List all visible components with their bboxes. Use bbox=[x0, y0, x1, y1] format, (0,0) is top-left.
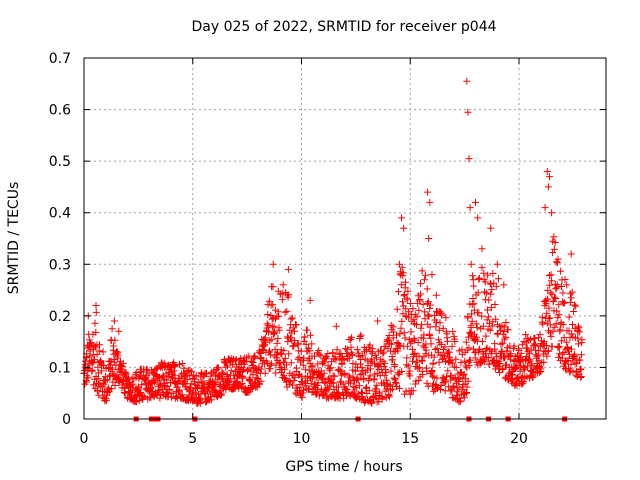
x-tick-label: 20 bbox=[510, 431, 528, 447]
y-tick-label: 0.1 bbox=[49, 360, 71, 376]
x-axis-label: GPS time / hours bbox=[285, 459, 402, 475]
x-axis: 0 5 10 15 20 bbox=[80, 58, 528, 447]
y-tick-label: 0.5 bbox=[49, 154, 71, 170]
x-tick-label: 0 bbox=[80, 431, 89, 447]
x-tick-label: 15 bbox=[401, 431, 419, 447]
y-tick-label: 0.7 bbox=[49, 51, 71, 67]
x-tick-label: 10 bbox=[293, 431, 311, 447]
x-tick-label: 5 bbox=[188, 431, 197, 447]
y-tick-label: 0.4 bbox=[49, 206, 71, 222]
y-tick-label: 0.3 bbox=[49, 257, 71, 273]
y-tick-label: 0.2 bbox=[49, 309, 71, 325]
chart-title: Day 025 of 2022, SRMTID for receiver p04… bbox=[191, 19, 496, 35]
y-axis-label: SRMTID / TECUs bbox=[6, 182, 22, 295]
plot-frame bbox=[83, 57, 607, 420]
scatter-points bbox=[80, 77, 586, 407]
y-axis: 0 0.1 0.2 0.3 0.4 0.5 0.6 0.7 bbox=[49, 51, 606, 428]
y-tick-label: 0.6 bbox=[49, 103, 71, 119]
y-tick-label: 0 bbox=[62, 412, 71, 428]
data-points bbox=[80, 77, 586, 407]
